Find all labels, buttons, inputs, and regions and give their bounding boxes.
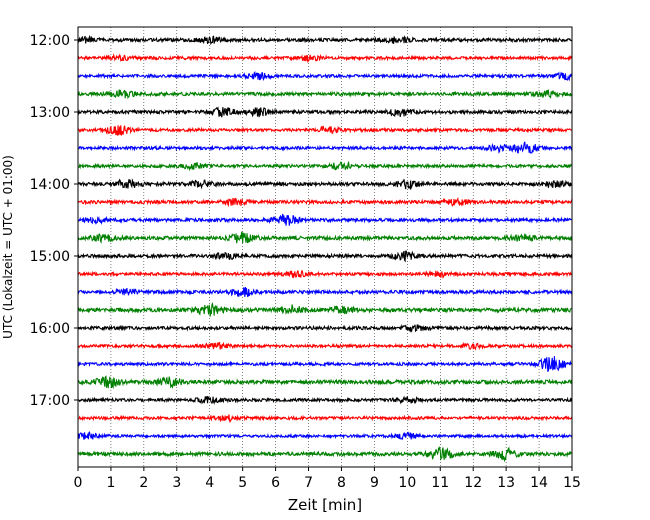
x-tick-label: 13 <box>497 475 515 491</box>
x-tick-label: 9 <box>370 475 379 491</box>
x-axis-ticks: 0 1 2 3 4 5 6 7 8 9 10 11 12 13 14 15 <box>74 467 581 491</box>
x-tick-label: 15 <box>563 475 581 491</box>
seismic-trace <box>77 106 573 118</box>
plot-frame <box>77 26 573 468</box>
y-tick-label: 12:00 <box>30 33 70 49</box>
x-axis-label: Zeit [min] <box>288 496 362 514</box>
y-axis-ticks: 12:00 13:00 14:00 15:00 16:00 17:00 <box>30 33 78 409</box>
seismic-trace <box>77 141 573 154</box>
x-tick-label: 7 <box>304 475 313 491</box>
y-tick-label: 14:00 <box>30 177 70 193</box>
y-tick-label: 13:00 <box>30 105 70 121</box>
y-tick-label: 15:00 <box>30 249 70 265</box>
seismic-trace <box>77 286 573 298</box>
seismic-trace <box>77 356 573 372</box>
seismic-trace <box>77 70 573 82</box>
x-tick-label: 5 <box>238 475 247 491</box>
seismic-trace <box>77 250 573 263</box>
seismic-trace <box>77 431 573 441</box>
seismic-trace <box>77 89 573 100</box>
x-tick-label: 6 <box>271 475 280 491</box>
seismic-trace <box>77 269 573 279</box>
seismic-trace <box>77 213 573 226</box>
y-tick-label: 17:00 <box>30 393 70 409</box>
seismic-trace <box>77 160 573 172</box>
seismic-traces <box>77 34 573 463</box>
y-axis-label: UTC (Lokalzeit = UTC + 01:00) <box>1 155 15 339</box>
x-tick-label: 1 <box>106 475 115 491</box>
x-tick-label: 10 <box>398 475 416 491</box>
seismic-trace <box>77 323 573 333</box>
x-tick-label: 0 <box>74 475 83 491</box>
seismic-trace <box>77 302 573 317</box>
seismic-trace <box>77 52 573 64</box>
seismic-trace <box>77 395 573 405</box>
grid-lines <box>110 27 540 467</box>
x-tick-label: 3 <box>172 475 181 491</box>
x-tick-label: 4 <box>205 475 214 491</box>
seismic-trace <box>77 125 573 136</box>
seismic-trace <box>77 196 573 208</box>
x-tick-label: 11 <box>431 475 449 491</box>
seismic-trace <box>77 34 573 46</box>
seismic-trace <box>77 375 573 390</box>
seismic-trace <box>77 341 573 351</box>
x-tick-label: 8 <box>337 475 346 491</box>
seismic-trace <box>77 414 573 423</box>
seismic-trace <box>77 445 573 463</box>
y-tick-label: 16:00 <box>30 321 70 337</box>
seismic-trace <box>77 231 573 245</box>
x-tick-label: 2 <box>139 475 148 491</box>
x-tick-label: 14 <box>530 475 548 491</box>
x-tick-label: 12 <box>464 475 482 491</box>
seismic-trace <box>77 178 573 191</box>
